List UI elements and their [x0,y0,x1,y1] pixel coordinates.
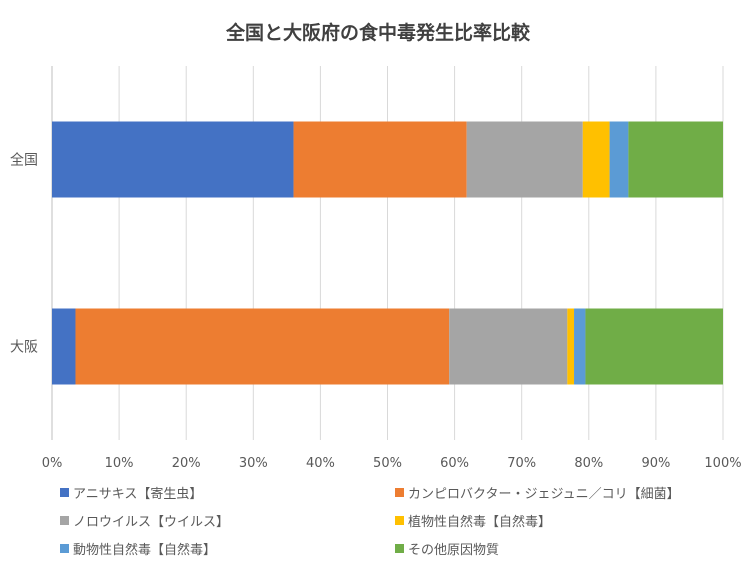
legend-swatch [395,544,404,553]
bar-segment-0-0 [52,121,294,198]
x-tick-label: 100% [704,456,741,471]
bar-segment-0-2 [466,121,583,198]
legend-label: その他原因物質 [408,543,500,558]
legend-item: アニサキス【寄生虫】 [60,483,202,502]
x-tick-label: 50% [373,456,402,471]
x-tick-label: 10% [105,456,134,471]
bar-segment-0-5 [628,121,723,198]
x-tick-label: 70% [507,456,536,471]
category-label: 大阪 [10,340,38,356]
legend-label: 動物性自然毒【自然毒】 [73,543,217,558]
bar-segment-1-3 [567,308,575,385]
bar-segment-1-1 [75,308,450,385]
legend-swatch [395,488,404,497]
legend-item: カンピロバクター・ジェジュニ／コリ【細菌】 [395,483,680,502]
bar-segment-1-4 [574,308,586,385]
x-tick-label: 60% [440,456,469,471]
bar-segment-0-1 [293,121,467,198]
legend-swatch [60,488,69,497]
x-tick-label: 0% [42,456,63,471]
legend-swatch [60,516,69,525]
chart-title: 全国と大阪府の食中毒発生比率比較 [225,22,530,44]
bar-segment-0-3 [582,121,610,198]
x-tick-label: 20% [172,456,201,471]
x-tick-label: 40% [306,456,335,471]
legend-label: ノロウイルス【ウイルス】 [73,515,230,530]
legend-swatch [60,544,69,553]
bar-segment-0-4 [609,121,629,198]
legend-label: アニサキス【寄生虫】 [73,487,203,502]
legend-item: その他原因物質 [395,539,499,558]
x-tick-label: 80% [574,456,603,471]
legend-item: 植物性自然毒【自然毒】 [395,511,551,530]
x-tick-label: 30% [239,456,268,471]
legend-item: 動物性自然毒【自然毒】 [60,539,216,558]
legend-item: ノロウイルス【ウイルス】 [60,511,229,530]
legend-swatch [395,516,404,525]
bar-segment-1-2 [449,308,568,385]
category-label: 全国 [10,152,38,169]
bar-segment-1-5 [585,308,723,385]
legend-label: 植物性自然毒【自然毒】 [408,515,552,530]
legend-label: カンピロバクター・ジェジュニ／コリ【細菌】 [408,487,680,502]
bar-segment-1-0 [52,308,76,385]
x-tick-label: 90% [641,456,670,471]
